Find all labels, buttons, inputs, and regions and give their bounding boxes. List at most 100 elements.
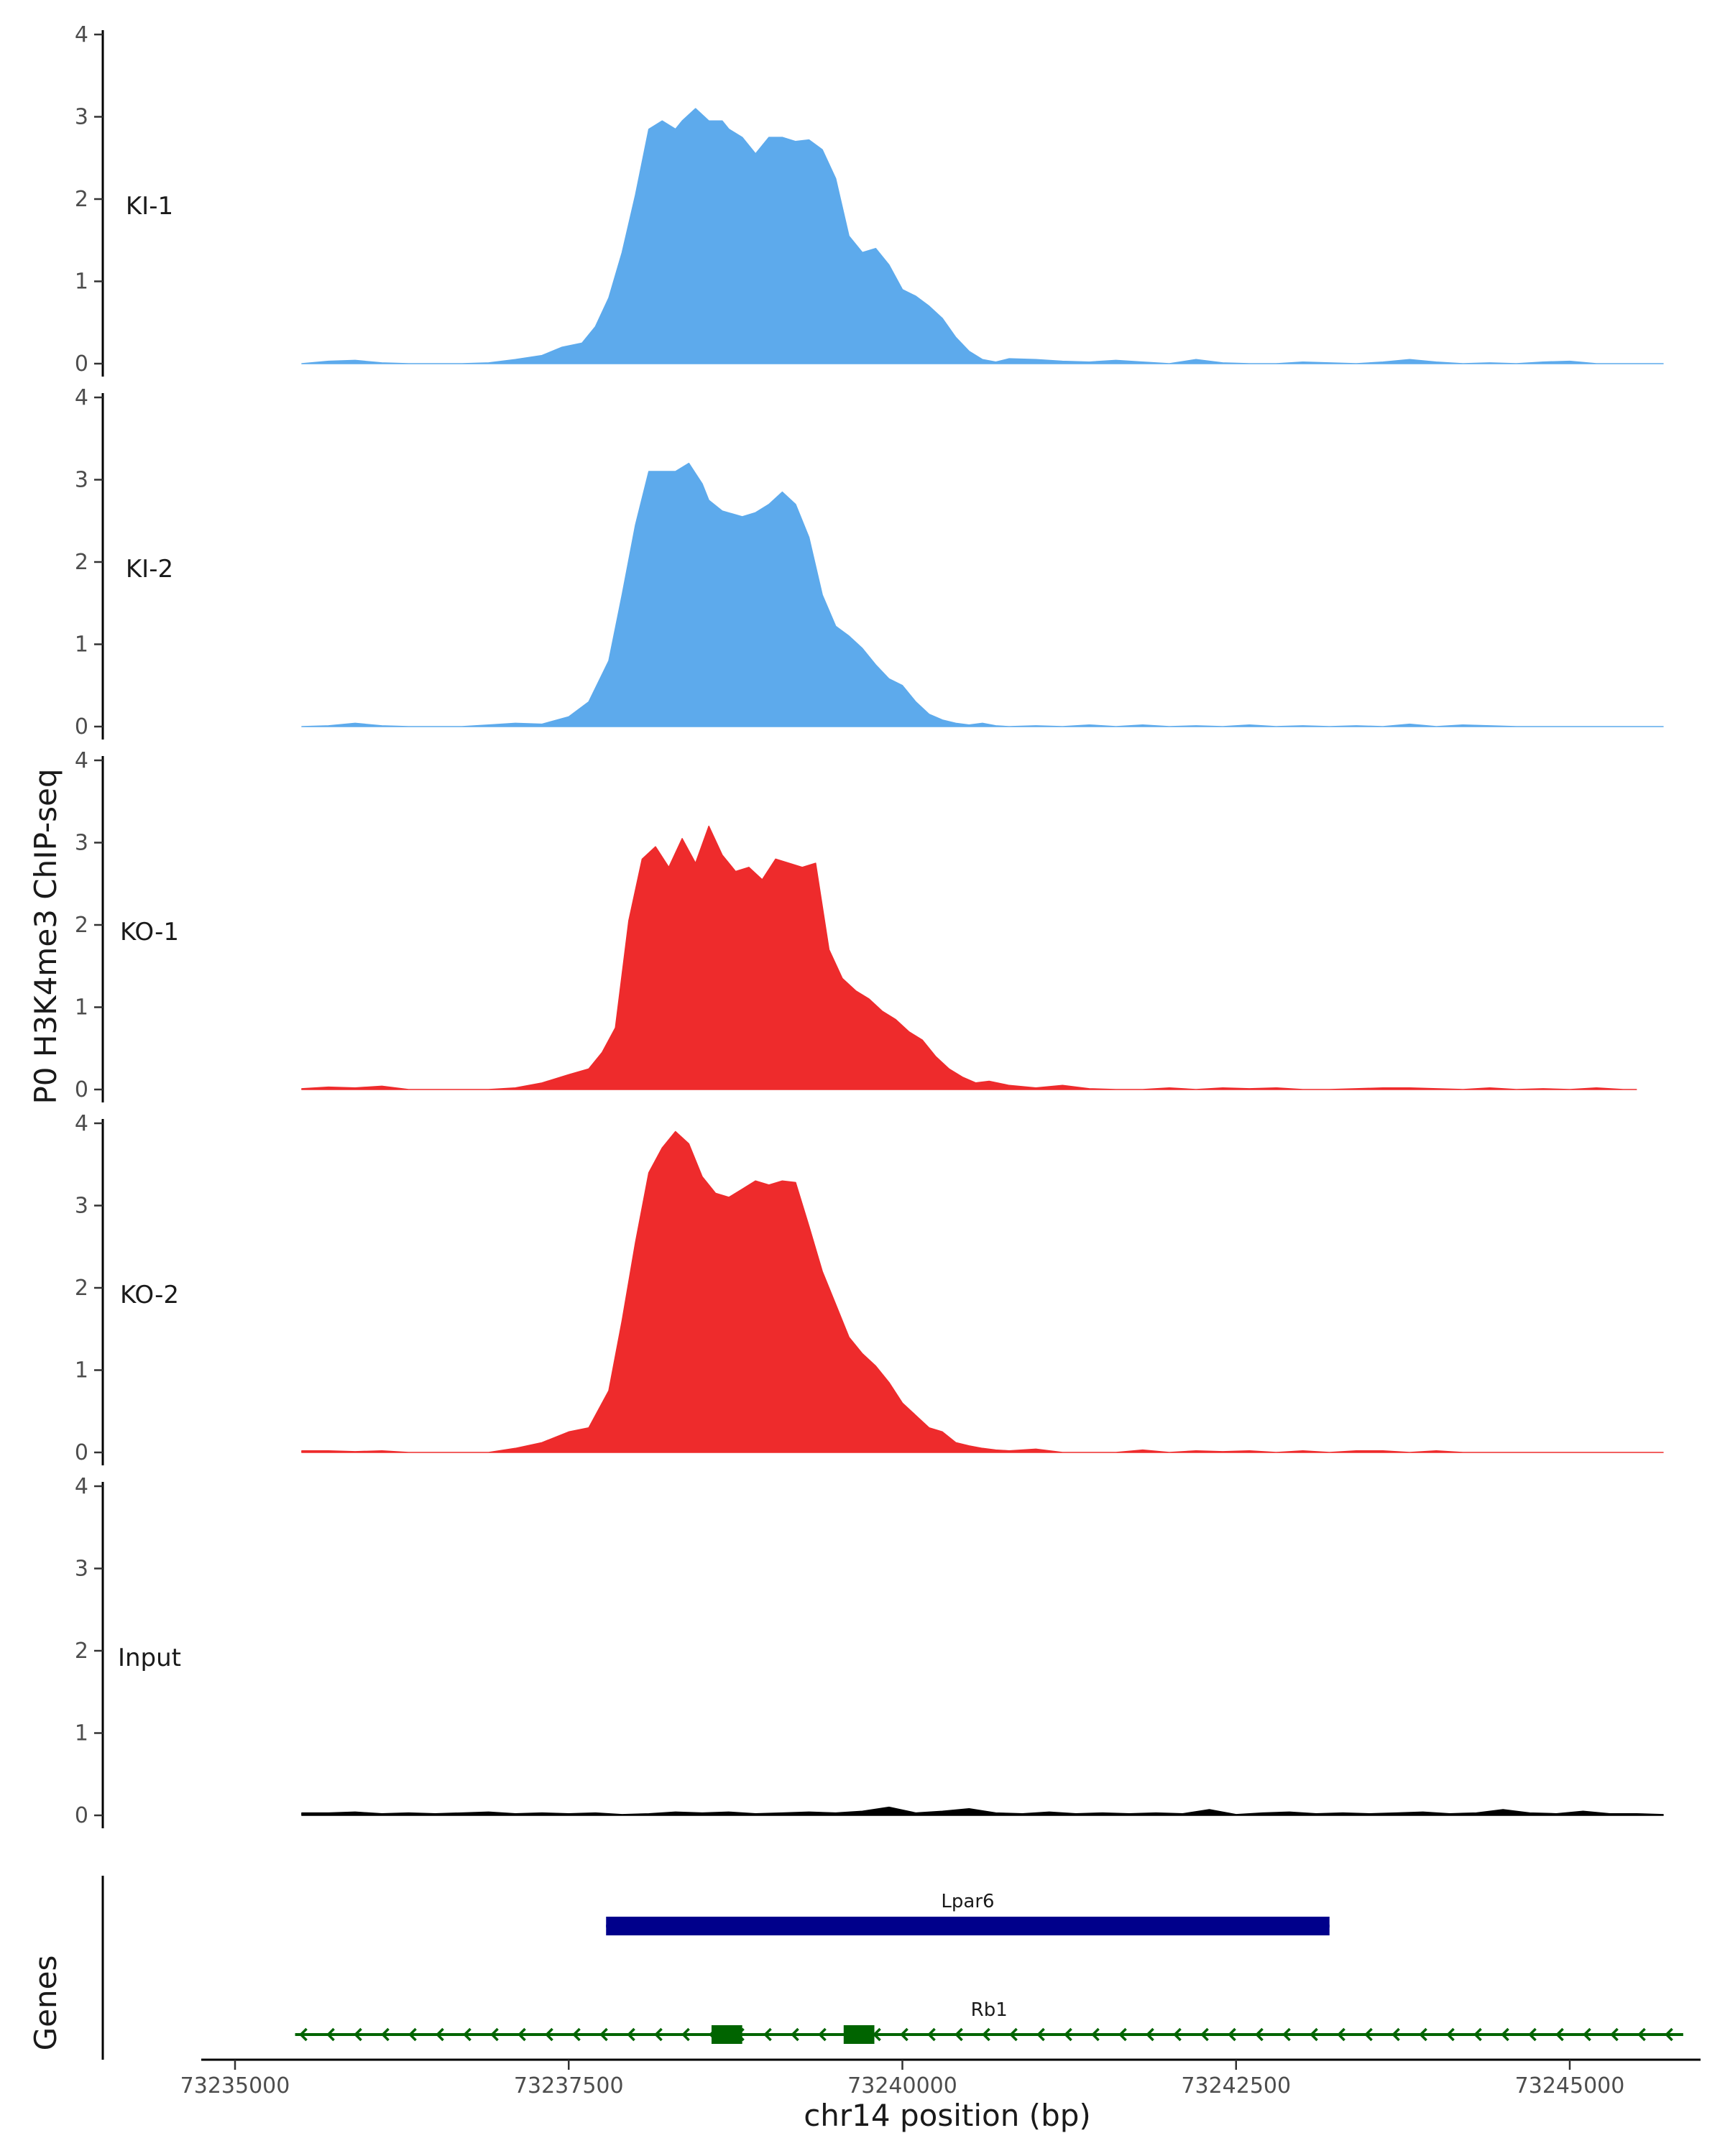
y-tick-label: 4 — [75, 748, 88, 773]
strand-arrow — [1228, 2027, 1236, 2042]
y-tick-label: 3 — [75, 831, 88, 856]
strand-arrow — [1501, 2027, 1509, 2042]
strand-arrow — [408, 2027, 417, 2042]
strand-arrow — [1446, 2027, 1455, 2042]
gene-label: Lpar6 — [941, 1891, 994, 1912]
strand-arrow — [954, 2027, 963, 2042]
strand-arrow — [1091, 2027, 1100, 2042]
x-tick-label: 73237500 — [514, 2073, 624, 2099]
track-input: 0 1 2 3 4 Input — [75, 1474, 1664, 1828]
strand-arrow — [791, 2027, 799, 2042]
y-tick-label: 0 — [75, 351, 88, 377]
strand-arrow — [1009, 2027, 1018, 2042]
x-tick-label: 73235000 — [180, 2073, 290, 2099]
y-tick-label: 0 — [75, 1077, 88, 1102]
y-tick-label: 4 — [75, 385, 88, 410]
strand-arrow — [1419, 2027, 1427, 2042]
y-tick-label: 2 — [75, 187, 88, 212]
gene-label: Rb1 — [971, 1999, 1008, 2021]
track-ki-2: 0 1 2 3 4 KI-2 — [75, 385, 1664, 740]
strand-arrow — [354, 2027, 362, 2042]
signal-area — [301, 462, 1664, 727]
strand-arrow — [599, 2027, 608, 2042]
x-axis-title: chr14 position (bp) — [804, 2098, 1091, 2133]
y-tick-label: 4 — [75, 1111, 88, 1136]
y-tick-label: 1 — [75, 632, 88, 658]
track-label: Input — [118, 1644, 181, 1672]
strand-arrow — [1310, 2027, 1318, 2042]
track-ki-1: 0 1 2 3 4 KI-1 — [75, 22, 1664, 377]
strand-arrow — [1173, 2027, 1182, 2042]
signal-area — [301, 1130, 1664, 1453]
strand-arrow — [982, 2027, 990, 2042]
strand-arrow — [490, 2027, 499, 2042]
strand-arrow — [1364, 2027, 1373, 2042]
y-tick-label: 0 — [75, 1803, 88, 1828]
x-tick-label: 73242500 — [1181, 2073, 1291, 2099]
strand-arrow — [1555, 2027, 1564, 2042]
y-tick-label: 1 — [75, 270, 88, 295]
y-tick-label: 2 — [75, 550, 88, 575]
strand-arrow — [1255, 2027, 1264, 2042]
signal-area — [301, 108, 1664, 364]
strand-arrow — [1665, 2027, 1673, 2042]
y-tick-label: 2 — [75, 1639, 88, 1664]
gene-lpar6: Lpar6 — [606, 1891, 1330, 1935]
genes-axis-title: Genes — [28, 1955, 63, 2051]
strand-arrow — [1528, 2027, 1537, 2042]
y-tick-label: 0 — [75, 714, 88, 740]
x-axis: 73235000 73237500 73240000 73242500 73245000 — [180, 2058, 1701, 2099]
gene-track: Lpar6 Rb1 — [101, 1876, 1683, 2060]
strand-arrow — [873, 2027, 881, 2042]
strand-arrow — [1036, 2027, 1045, 2042]
strand-arrow — [381, 2027, 390, 2042]
y-tick-label: 1 — [75, 1721, 88, 1746]
strand-arrow — [1610, 2027, 1619, 2042]
exon — [606, 1917, 1330, 1935]
strand-arrow — [763, 2027, 772, 2042]
strand-arrow — [900, 2027, 908, 2042]
strand-arrow — [326, 2027, 335, 2042]
strand-arrow — [1337, 2027, 1346, 2042]
strand-arrow — [518, 2027, 526, 2042]
y-tick-label: 3 — [75, 1194, 88, 1219]
track-ko-1: 0 1 2 3 4 KO-1 — [75, 748, 1637, 1102]
signal-area — [301, 1806, 1664, 1816]
strand-arrow — [1200, 2027, 1209, 2042]
y-tick-label: 2 — [75, 1276, 88, 1301]
strand-arrow — [1392, 2027, 1400, 2042]
strand-arrow — [1064, 2027, 1072, 2042]
strand-arrow — [463, 2027, 472, 2042]
strand-arrow — [1118, 2027, 1127, 2042]
y-tick-label: 1 — [75, 1358, 88, 1383]
strand-arrow — [927, 2027, 936, 2042]
y-tick-label: 4 — [75, 1474, 88, 1499]
y-tick-label: 3 — [75, 105, 88, 130]
strand-arrow — [1282, 2027, 1291, 2042]
y-tick-label: 2 — [75, 913, 88, 938]
strand-arrow — [654, 2027, 663, 2042]
track-ko-2: 0 1 2 3 4 KO-2 — [75, 1111, 1664, 1465]
strand-arrow — [818, 2027, 827, 2042]
signal-tracks: 0 1 2 3 4 KI-1 0 1 2 3 4 KI-2 0 1 2 3 4 KO-1 0 1 2 3 4 KO-2 0 1 2 3… — [75, 22, 1664, 1828]
strand-arrow — [1583, 2027, 1591, 2042]
track-label: KI-2 — [126, 555, 173, 584]
gene-rb1: Rb1 — [295, 1999, 1683, 2044]
y-tick-label: 3 — [75, 468, 88, 493]
y-axis-title: P0 H3K4me3 ChIP-seq — [28, 768, 63, 1104]
y-tick-label: 1 — [75, 995, 88, 1021]
y-tick-label: 3 — [75, 1557, 88, 1582]
y-tick-label: 4 — [75, 22, 88, 47]
track-label: KO-1 — [120, 918, 179, 946]
track-label: KI-1 — [126, 192, 173, 221]
y-tick-label: 0 — [75, 1440, 88, 1465]
strand-arrow — [627, 2027, 635, 2042]
signal-area — [301, 825, 1637, 1090]
strand-arrow — [1146, 2027, 1154, 2042]
exon — [843, 2025, 875, 2044]
strand-arrow — [1637, 2027, 1646, 2042]
strand-arrow — [681, 2027, 690, 2042]
strand-arrow — [572, 2027, 581, 2042]
strand-arrow — [299, 2027, 308, 2042]
exon — [711, 2025, 742, 2044]
